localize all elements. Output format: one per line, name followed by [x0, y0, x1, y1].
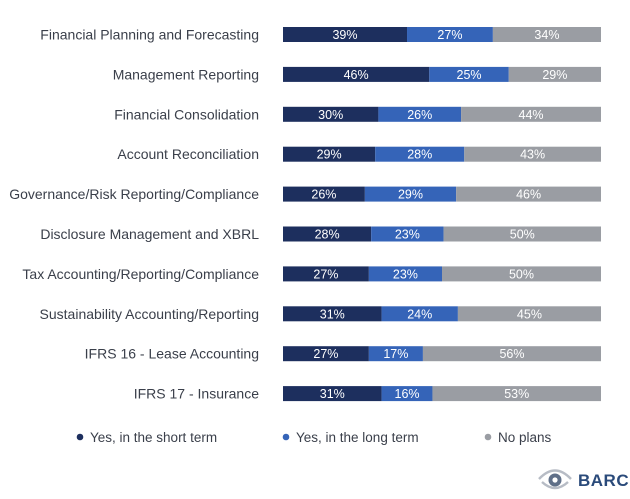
bar-segment-series-1 — [368, 266, 442, 282]
data-label: 56% — [499, 347, 524, 361]
category-label: Governance/Risk Reporting/Compliance — [9, 186, 259, 202]
bar-segment-series-2 — [457, 306, 601, 322]
bar-segment-series-1 — [381, 306, 458, 322]
bar-segment-series-0 — [283, 226, 372, 242]
legend-item: Yes, in the short term — [76, 430, 217, 445]
data-label: 46% — [516, 188, 541, 202]
data-label: 30% — [318, 108, 343, 122]
bar-segment-series-1 — [371, 226, 444, 242]
bar-segment-series-2 — [422, 346, 601, 362]
bar-segment-series-2 — [443, 226, 601, 242]
bar-segment-series-1 — [375, 146, 465, 162]
data-label: 25% — [457, 68, 482, 82]
data-label: 31% — [320, 307, 345, 321]
bar-segment-series-2 — [461, 106, 601, 122]
bar-segment-series-1 — [381, 386, 433, 402]
bar-row: Disclosure Management and XBRL 28% 23% 50% — [40, 226, 601, 242]
bar-row: Sustainability Accounting/Reporting 31% 24… — [40, 306, 601, 322]
data-label: 23% — [395, 228, 420, 242]
data-label: 28% — [407, 148, 432, 162]
data-label: 17% — [383, 347, 408, 361]
legend-label: Yes, in the long term — [296, 430, 419, 445]
category-label: Sustainability Accounting/Reporting — [40, 306, 259, 322]
data-label: 45% — [517, 307, 542, 321]
bar-row: Account Reconciliation 29% 28% 43% — [117, 146, 601, 162]
legend-dot — [76, 433, 84, 441]
eye-logo-icon — [538, 469, 572, 490]
legend-item: No plans — [484, 430, 552, 445]
bar-segment-series-1 — [407, 27, 493, 42]
bar-segment-series-2 — [508, 66, 601, 82]
data-label: 24% — [407, 307, 432, 321]
data-label: 34% — [534, 28, 559, 42]
data-label: 31% — [320, 387, 345, 401]
bar-segment-series-0 — [283, 346, 369, 362]
bar-row: IFRS 17 - Insurance 31% 16% 53% — [134, 386, 601, 402]
bar-row: IFRS 16 - Lease Accounting 27% 17% 56% — [85, 346, 601, 362]
bar-segment-series-2 — [492, 27, 601, 42]
barc-logo: BARC — [538, 469, 629, 490]
legend-label: No plans — [498, 430, 552, 445]
bar-segment-series-2 — [456, 186, 601, 202]
bar-segment-series-2 — [442, 266, 601, 282]
bar-segment-series-1 — [429, 66, 509, 82]
data-label: 27% — [313, 267, 338, 281]
bar-segment-series-0 — [283, 27, 408, 42]
bars-layer: Financial Planning and Forecasting 39% 27%… — [9, 27, 601, 402]
bar-segment-series-2 — [464, 146, 601, 162]
data-label: 26% — [311, 188, 336, 202]
data-label: 50% — [509, 267, 534, 281]
bar-segment-series-0 — [283, 186, 365, 202]
data-label: 53% — [504, 387, 529, 401]
data-label: 27% — [313, 347, 338, 361]
data-label: 39% — [332, 28, 357, 42]
bar-row: Governance/Risk Reporting/Compliance 26% 2… — [9, 186, 601, 202]
bar-row: Management Reporting 46% 25% 29% — [113, 66, 601, 82]
bar-row: Tax Accounting/Reporting/Compliance 27% 23… — [22, 266, 601, 282]
data-label: 50% — [510, 228, 535, 242]
category-label: Tax Accounting/Reporting/Compliance — [22, 266, 259, 282]
bar-row: Financial Consolidation 30% 26% 44% — [114, 106, 601, 122]
barc-logo-text: BARC — [578, 471, 629, 490]
data-label: 44% — [519, 108, 544, 122]
bar-segment-series-0 — [283, 146, 376, 162]
bar-row: Financial Planning and Forecasting 39% 27%… — [40, 27, 601, 43]
category-label: Disclosure Management and XBRL — [40, 226, 259, 242]
data-label: 23% — [393, 267, 418, 281]
bar-segment-series-0 — [283, 386, 382, 402]
data-label: 43% — [520, 148, 545, 162]
data-label: 27% — [437, 28, 462, 42]
legend-dot — [282, 433, 290, 441]
data-label: 46% — [344, 68, 369, 82]
category-label: Financial Consolidation — [114, 106, 259, 122]
category-label: IFRS 16 - Lease Accounting — [85, 346, 259, 362]
category-label: Account Reconciliation — [117, 146, 259, 162]
bar-segment-series-2 — [432, 386, 601, 402]
bar-segment-series-0 — [283, 306, 382, 322]
bar-segment-series-0 — [283, 106, 379, 122]
category-label: IFRS 17 - Insurance — [134, 386, 259, 402]
bar-segment-series-1 — [364, 186, 457, 202]
category-label: Financial Planning and Forecasting — [40, 27, 259, 43]
data-label: 28% — [315, 228, 340, 242]
legend-label: Yes, in the short term — [90, 430, 217, 445]
data-label: 29% — [317, 148, 342, 162]
legend-item: Yes, in the long term — [282, 430, 419, 445]
data-label: 26% — [407, 108, 432, 122]
data-label: 16% — [395, 387, 420, 401]
bar-segment-series-1 — [368, 346, 423, 362]
legend: Yes, in the short term Yes, in the long t… — [76, 430, 552, 445]
bar-segment-series-1 — [378, 106, 462, 122]
bar-segment-series-0 — [283, 66, 430, 82]
data-label: 29% — [542, 68, 567, 82]
category-label: Management Reporting — [113, 66, 259, 82]
data-label: 29% — [398, 188, 423, 202]
bar-segment-series-0 — [283, 266, 369, 282]
legend-dot — [484, 433, 492, 441]
